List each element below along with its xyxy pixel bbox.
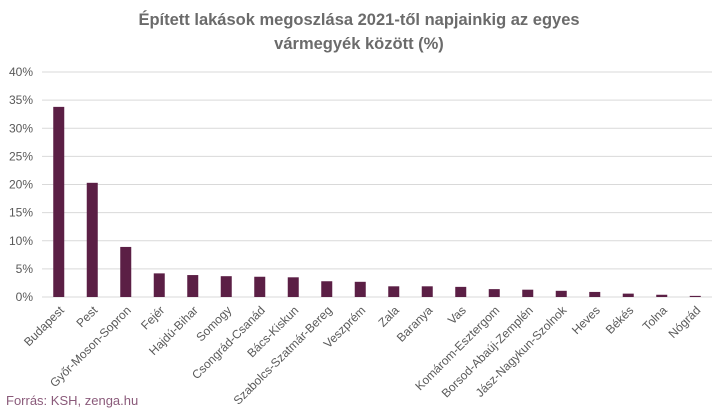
chart-title-line-1: Épített lakások megoszlása 2021-től napj… xyxy=(138,11,580,29)
x-tick-label: Nógrád xyxy=(666,303,704,341)
bar xyxy=(589,291,601,297)
x-tick-label: Tolna xyxy=(640,303,670,333)
bar xyxy=(86,182,98,297)
bar xyxy=(421,286,433,297)
x-tick-label: Baranya xyxy=(394,303,436,345)
x-tick-label: Heves xyxy=(569,303,603,337)
x-tick-label: Zala xyxy=(375,303,402,330)
y-tick-label: 40% xyxy=(9,65,33,79)
y-tick-label: 15% xyxy=(9,206,33,220)
y-tick-label: 5% xyxy=(16,262,34,276)
bar xyxy=(321,281,333,297)
x-tick-label: Békés xyxy=(603,303,636,336)
bar xyxy=(689,295,701,297)
bar xyxy=(455,286,467,297)
bar xyxy=(120,246,132,297)
bar xyxy=(287,277,299,297)
bar xyxy=(153,273,165,297)
x-tick-label: Fejér xyxy=(138,303,167,332)
source-note: Forrás: KSH, zenga.hu xyxy=(6,393,139,408)
bar xyxy=(254,276,266,297)
bar xyxy=(220,276,232,297)
bar xyxy=(656,294,668,297)
x-tick-label: Budapest xyxy=(21,303,67,349)
bar xyxy=(388,286,400,297)
y-tick-label: 25% xyxy=(9,149,33,163)
bar xyxy=(488,289,500,297)
x-tick-label: Pest xyxy=(73,303,100,330)
bar xyxy=(354,281,366,297)
y-tick-label: 10% xyxy=(9,234,33,248)
chart-title: Épített lakások megoszlása 2021-től napj… xyxy=(0,8,718,56)
chart-title-line-2: vármegyék között (%) xyxy=(274,35,444,53)
y-tick-label: 20% xyxy=(9,178,33,192)
bar xyxy=(53,106,65,297)
y-tick-label: 35% xyxy=(9,93,33,107)
bar xyxy=(622,293,634,297)
bar xyxy=(522,289,534,297)
y-tick-label: 0% xyxy=(16,290,34,304)
x-tick-label: Vas xyxy=(445,303,469,327)
bar xyxy=(555,290,567,297)
bar xyxy=(187,275,199,297)
y-tick-label: 30% xyxy=(9,121,33,135)
